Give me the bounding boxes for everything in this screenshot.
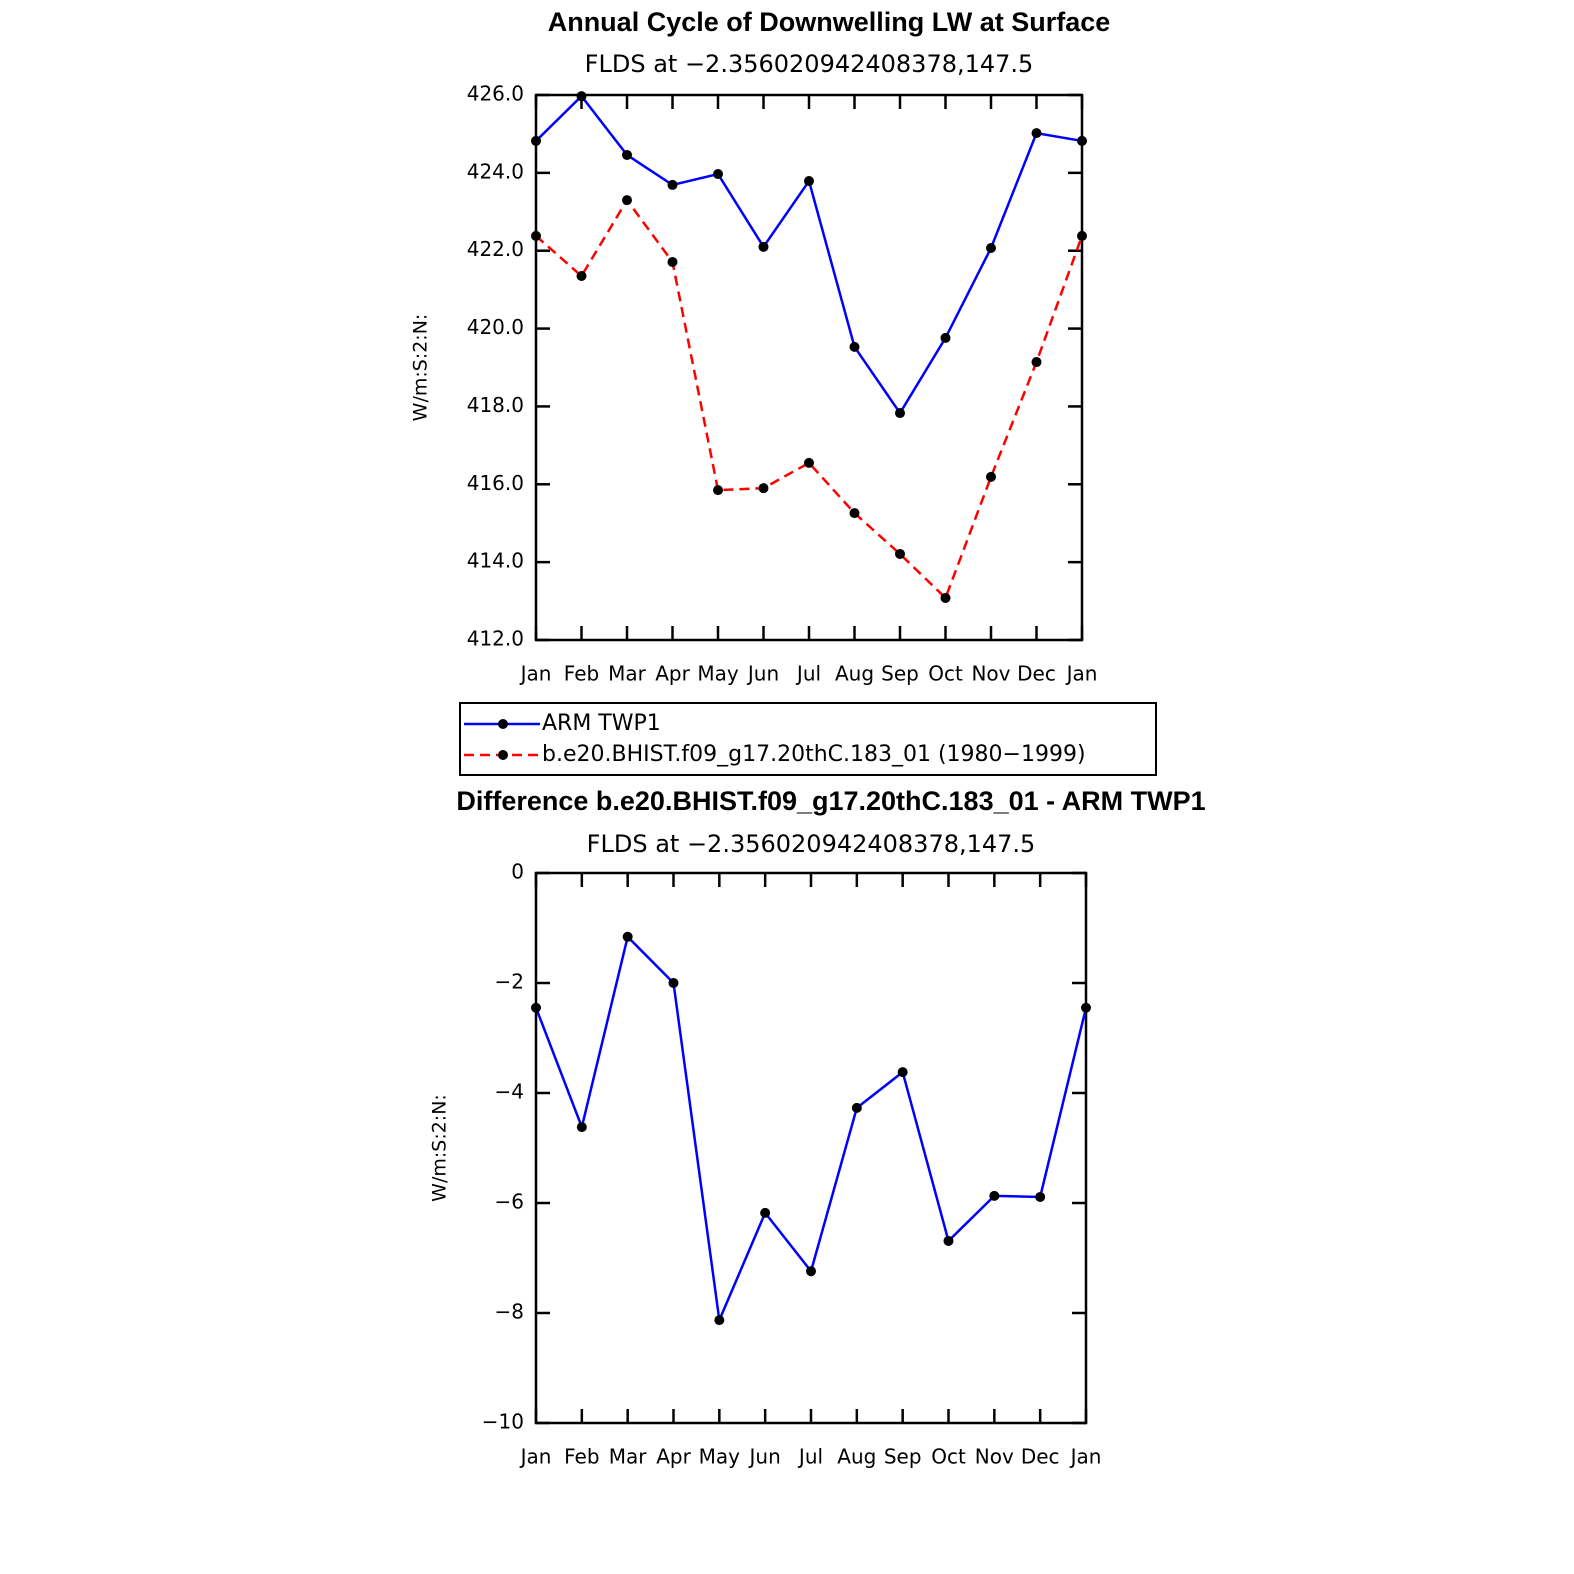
data-point — [943, 1235, 954, 1246]
data-line — [535, 94, 1083, 416]
x-tick-label: Dec — [1017, 662, 1056, 686]
x-tick-label: Dec — [1021, 1445, 1060, 1469]
data-point — [714, 1315, 725, 1326]
data-point — [1081, 1002, 1091, 1013]
data-point — [713, 169, 723, 180]
data-point — [531, 135, 541, 146]
data-point — [895, 408, 905, 419]
data-point — [713, 485, 723, 496]
data-point — [989, 1190, 1000, 1201]
x-tick-label: Jul — [797, 1445, 823, 1469]
x-tick-label: Jun — [748, 1445, 781, 1469]
x-tick-label: Oct — [928, 662, 963, 686]
data-point — [895, 548, 905, 559]
x-tick-label: Oct — [931, 1445, 966, 1469]
data-point — [576, 91, 587, 102]
data-point — [851, 1102, 862, 1113]
y-tick-label: −6 — [495, 1190, 524, 1214]
data-point — [940, 332, 951, 343]
data-point — [622, 149, 632, 160]
data-point — [531, 1002, 541, 1013]
data-point — [1077, 230, 1087, 241]
y-axis-label: W/m:S:2:N: — [410, 314, 432, 422]
data-point — [760, 1207, 771, 1218]
y-tick-label: 426.0 — [467, 82, 524, 106]
x-tick-label: Apr — [656, 1445, 691, 1469]
x-tick-label: Mar — [608, 662, 647, 686]
data-point — [806, 1266, 816, 1277]
chart-title: Difference b.e20.BHIST.f09_g17.20thC.183… — [456, 786, 1205, 816]
data-point — [849, 341, 860, 352]
chart-subtitle: FLDS at −2.356020942408378,147.5 — [587, 830, 1036, 858]
chart-subtitle: FLDS at −2.356020942408378,147.5 — [585, 50, 1034, 78]
legend-marker — [498, 719, 508, 729]
x-tick-label: Aug — [837, 1445, 876, 1469]
y-tick-label: −4 — [495, 1080, 524, 1104]
data-point — [1035, 1191, 1046, 1202]
y-tick-label: −2 — [495, 970, 524, 994]
data-point — [622, 931, 633, 942]
x-tick-label: Feb — [564, 1445, 599, 1469]
data-point — [849, 508, 860, 519]
chart-title: Annual Cycle of Downwelling LW at Surfac… — [548, 7, 1111, 37]
y-axis-label: W/m:S:2:N: — [429, 1094, 451, 1202]
data-point — [804, 176, 814, 187]
data-point — [940, 592, 951, 603]
data-point — [758, 483, 769, 494]
data-point — [758, 241, 769, 252]
legend-label: ARM TWP1 — [542, 711, 661, 736]
data-point — [986, 242, 996, 253]
y-tick-label: 414.0 — [467, 549, 524, 573]
data-point — [667, 257, 678, 268]
data-point — [897, 1067, 908, 1078]
data-point — [804, 457, 814, 468]
data-point — [1031, 357, 1042, 368]
x-tick-label: Apr — [655, 662, 690, 686]
x-tick-label: May — [697, 662, 739, 686]
data-point — [1077, 135, 1087, 146]
y-tick-label: 0 — [511, 860, 524, 884]
x-tick-label: Jun — [746, 662, 779, 686]
data-point — [1031, 128, 1042, 139]
x-tick-label: Jan — [519, 662, 552, 686]
data-point — [576, 1122, 587, 1133]
data-point — [986, 471, 996, 482]
x-tick-label: Jan — [519, 1445, 552, 1469]
data-point — [668, 978, 679, 988]
y-tick-label: 418.0 — [467, 393, 524, 417]
x-tick-label: Aug — [835, 662, 874, 686]
x-tick-label: Jul — [795, 662, 821, 686]
x-tick-label: Feb — [564, 662, 599, 686]
data-point — [667, 179, 678, 190]
plot-frame — [534, 93, 1084, 642]
data-point — [531, 230, 541, 241]
data-point — [576, 271, 587, 282]
x-tick-label: Mar — [609, 1445, 648, 1469]
y-tick-label: 412.0 — [467, 627, 524, 651]
data-line — [535, 197, 1084, 601]
x-tick-label: May — [699, 1445, 741, 1469]
y-tick-label: 422.0 — [467, 237, 524, 261]
x-tick-label: Nov — [975, 1445, 1014, 1469]
x-tick-label: Jan — [1069, 1445, 1102, 1469]
plot-frame — [534, 871, 1088, 1425]
x-tick-label: Sep — [884, 1445, 922, 1469]
data-point — [622, 195, 632, 206]
x-tick-label: Sep — [881, 662, 919, 686]
legend-box — [459, 702, 1157, 776]
y-tick-label: −8 — [495, 1300, 524, 1324]
y-tick-label: 420.0 — [467, 315, 524, 339]
data-line — [534, 934, 1088, 1325]
legend-label: b.e20.BHIST.f09_g17.20thC.183_01 (1980−1… — [542, 742, 1086, 767]
y-tick-label: −10 — [482, 1410, 524, 1434]
y-tick-label: 424.0 — [467, 159, 524, 183]
y-tick-label: 416.0 — [467, 471, 524, 495]
legend-marker — [498, 750, 508, 760]
x-tick-label: Jan — [1065, 662, 1098, 686]
x-tick-label: Nov — [971, 662, 1010, 686]
